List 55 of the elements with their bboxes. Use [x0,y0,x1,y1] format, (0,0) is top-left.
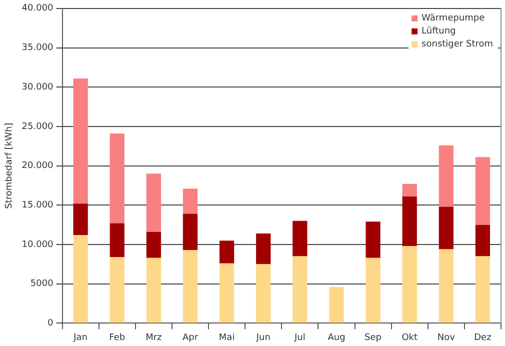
bar [256,264,271,323]
y-tick-label: 0 [48,318,54,329]
bar [110,134,124,224]
x-tick-label: Jan [72,332,88,343]
bar [182,188,198,214]
bar [438,206,454,250]
y-tick-label: 40.000 [22,4,54,14]
bar [146,174,161,232]
x-tick-label: Jul [293,332,306,343]
bar [256,233,271,264]
bar [366,258,380,323]
x-tick-label: Dez [474,332,492,343]
bar [219,240,234,264]
bar [73,78,88,204]
bar [73,204,88,236]
bar [292,220,308,256]
x-tick-label: Feb [109,332,126,343]
bar [402,246,417,323]
y-tick-label: 5000 [30,279,54,290]
x-tick-label: Sep [364,332,382,343]
x-tick-label: Aug [328,332,346,343]
bar [182,250,198,323]
y-tick-label: 15.000 [22,200,54,210]
legend-label: Lüftung [422,26,456,37]
x-tick-label: Jun [255,332,270,343]
y-tick-label: 25.000 [22,122,54,132]
y-tick-label: 20.000 [22,161,54,172]
bar [110,223,124,258]
y-tick-label: 10.000 [22,240,54,250]
bar [438,249,454,323]
bar [146,258,161,323]
x-tick-label: Mai [218,332,235,343]
bar [73,235,88,323]
bar [402,196,417,246]
x-tick-label: Nov [437,332,456,343]
legend-label: sonstiger Strom [422,40,494,50]
bar [366,222,380,258]
x-tick-label: Mrz [146,332,162,343]
legend-label: Wärmepumpe [422,14,486,24]
y-axis-title: Strombedarf [kWh] [4,122,15,209]
y-tick-label: 35.000 [22,43,54,54]
bar [182,214,198,250]
bar [146,232,161,258]
x-tick-label: Okt [402,332,418,343]
bar [110,257,124,323]
x-tick-label: Apr [182,332,198,343]
bar [475,256,490,323]
bar [219,263,234,323]
bar [402,184,417,196]
bar [438,145,454,207]
y-tick-label: 30.000 [22,82,54,92]
bar [329,287,344,323]
bar [475,157,490,225]
bar [475,224,490,256]
bar [292,256,308,323]
